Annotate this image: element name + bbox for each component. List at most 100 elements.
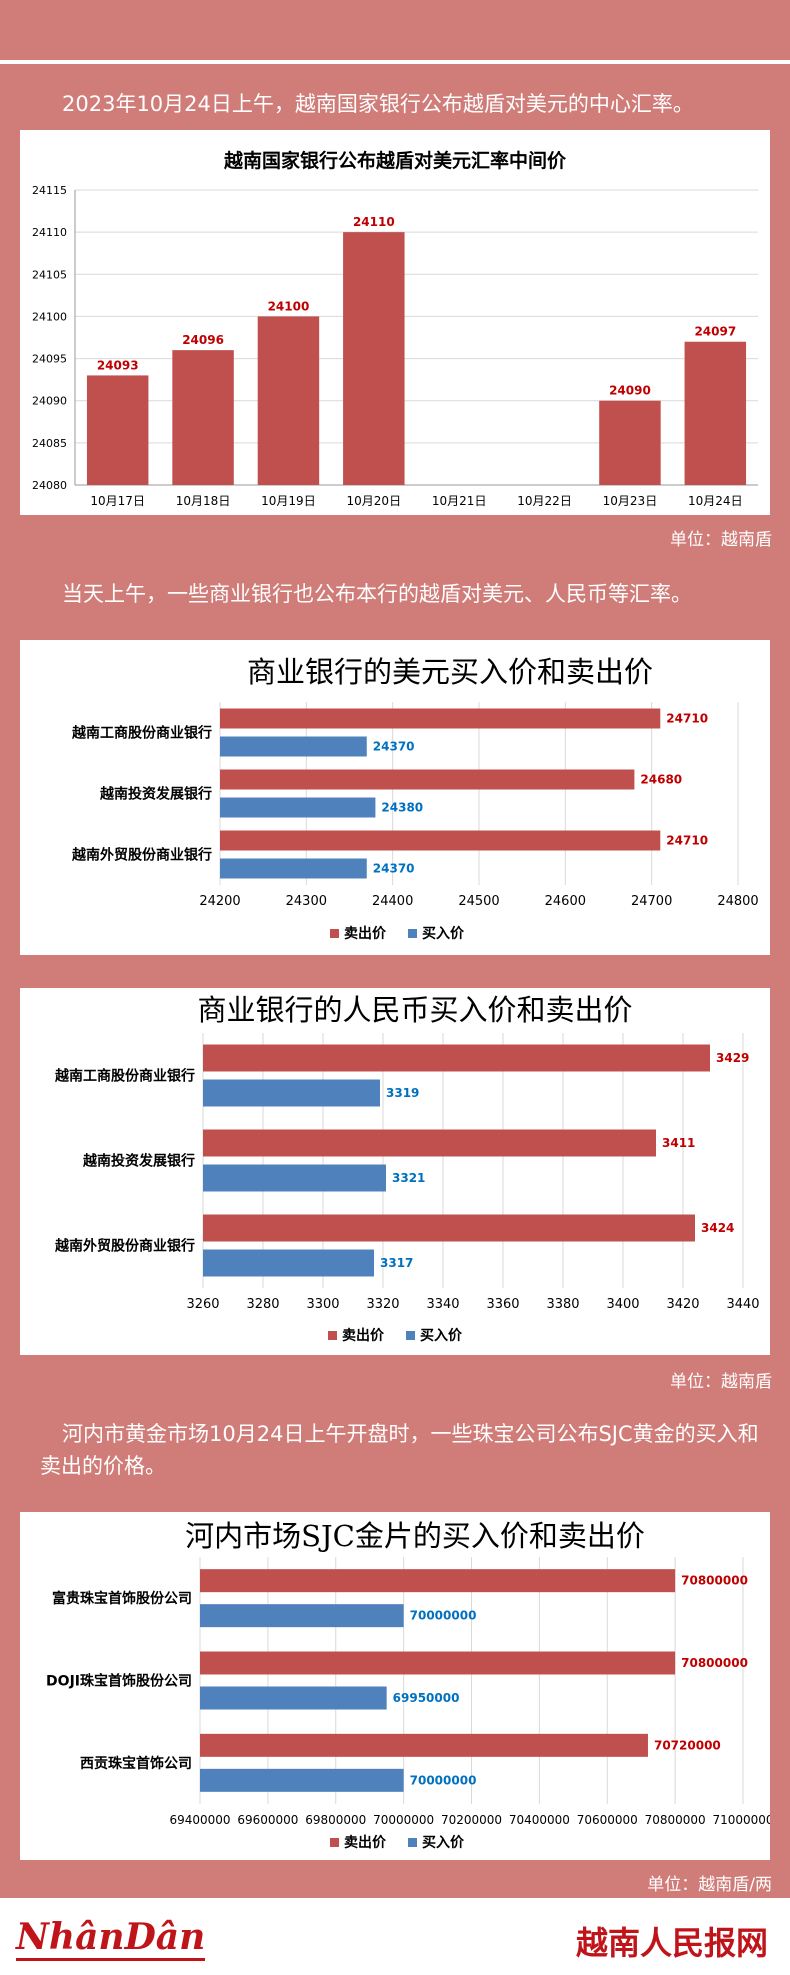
x-tick-label: 10月21日 bbox=[432, 494, 487, 508]
y-tick-label: 24110 bbox=[32, 226, 67, 239]
data-label: 24110 bbox=[353, 215, 395, 229]
category-label: 越南投资发展银行 bbox=[82, 1153, 195, 1170]
site-name: 越南人民报网 bbox=[575, 1924, 768, 1962]
legend-buy-swatch bbox=[406, 1331, 415, 1340]
data-label: 24093 bbox=[97, 358, 139, 372]
x-tick-label: 24500 bbox=[458, 894, 499, 909]
sell-bar bbox=[220, 708, 661, 729]
buy-bar bbox=[220, 797, 376, 818]
category-label: 富贵珠宝首饰股份公司 bbox=[52, 1590, 192, 1607]
footer: NhânDân 越南人民报网 bbox=[0, 1898, 790, 1975]
category-label: 越南外贸股份商业银行 bbox=[71, 847, 212, 864]
data-label: 24100 bbox=[268, 299, 310, 313]
buy-bar bbox=[200, 1768, 404, 1792]
data-label: 3411 bbox=[662, 1136, 695, 1150]
paragraph-3: 河内市黄金市场10月24日上午开盘时，一些珠宝公司公布SJC黄金的买入和卖出的价… bbox=[40, 1422, 759, 1478]
legend-sell-label: 卖出价 bbox=[344, 1834, 387, 1851]
x-tick-label: 3420 bbox=[666, 1297, 699, 1312]
bar bbox=[86, 375, 149, 485]
bar bbox=[599, 400, 661, 485]
x-tick-label: 10月24日 bbox=[688, 494, 743, 508]
x-tick-label: 69400000 bbox=[169, 1813, 230, 1827]
x-tick-label: 3260 bbox=[186, 1297, 219, 1312]
x-tick-label: 3380 bbox=[546, 1297, 579, 1312]
data-label: 3317 bbox=[380, 1256, 413, 1270]
chart-title: 越南国家银行公布越盾对美元汇率中间价 bbox=[223, 149, 567, 172]
legend-sell-swatch bbox=[330, 929, 339, 938]
bar bbox=[172, 350, 234, 485]
buy-bar bbox=[220, 736, 367, 757]
x-tick-label: 70400000 bbox=[509, 1813, 570, 1827]
legend-buy-swatch bbox=[408, 929, 417, 938]
x-tick-label: 24700 bbox=[631, 894, 672, 909]
bar bbox=[684, 341, 747, 485]
y-tick-label: 24090 bbox=[32, 395, 67, 408]
legend-buy-label: 买入价 bbox=[420, 1328, 463, 1344]
category-label: 越南工商股份商业银行 bbox=[54, 1068, 195, 1085]
bar bbox=[257, 316, 320, 485]
chart-panel-4: 河内市场SJC金片的买入价和卖出价 69400000 69600000 6980000… bbox=[20, 1512, 770, 1860]
chart-title: 商业银行的人民币买入价和卖出价 bbox=[197, 993, 632, 1027]
x-tick-label: 70200000 bbox=[441, 1813, 502, 1827]
y-tick-label: 24085 bbox=[32, 437, 67, 450]
chart-title: 河内市场SJC金片的买入价和卖出价 bbox=[185, 1519, 645, 1553]
sell-bar bbox=[203, 1129, 656, 1157]
paragraph-1: 2023年10月24日上午，越南国家银行公布越盾对美元的中心汇率。 bbox=[62, 92, 694, 116]
data-label: 24710 bbox=[666, 712, 708, 726]
data-label: 69950000 bbox=[393, 1691, 460, 1705]
usd-bank-chart: 商业银行的美元买入价和卖出价 24200 24300 24400 24500 24600 2… bbox=[71, 655, 759, 942]
data-label: 24090 bbox=[609, 384, 651, 398]
y-tick-label: 24095 bbox=[32, 353, 67, 366]
y-tick-label: 24115 bbox=[32, 184, 67, 197]
x-tick-label: 69600000 bbox=[237, 1813, 298, 1827]
central-rate-chart: 越南国家银行公布越盾对美元汇率中间价 24080 24085 24090 24095 24… bbox=[32, 149, 758, 508]
x-tick-label: 10月22日 bbox=[517, 494, 572, 508]
unit-label-2: 单位：越南盾 bbox=[670, 1372, 772, 1392]
x-tick-label: 24300 bbox=[286, 894, 327, 909]
legend-sell-label: 卖出价 bbox=[344, 925, 387, 942]
legend-sell-label: 卖出价 bbox=[342, 1327, 385, 1344]
paragraph-2: 当天上午，一些商业银行也公布本行的越盾对美元、人民币等汇率。 bbox=[62, 582, 692, 606]
unit-label-1: 单位：越南盾 bbox=[670, 530, 772, 550]
x-tick-label: 24400 bbox=[372, 894, 413, 909]
chart-title: 商业银行的美元买入价和卖出价 bbox=[247, 655, 653, 689]
category-label: 越南投资发展银行 bbox=[99, 786, 212, 803]
data-label: 3429 bbox=[716, 1051, 749, 1065]
y-tick-label: 24080 bbox=[32, 479, 67, 492]
data-label: 70800000 bbox=[681, 1656, 748, 1670]
buy-bar bbox=[200, 1686, 387, 1710]
data-label: 3321 bbox=[392, 1171, 425, 1185]
x-tick-label: 10月18日 bbox=[176, 494, 231, 508]
data-label: 70000000 bbox=[410, 1609, 477, 1623]
data-label: 70720000 bbox=[654, 1738, 721, 1752]
x-tick-label: 24800 bbox=[717, 894, 758, 909]
gold-price-chart: 河内市场SJC金片的买入价和卖出价 69400000 69600000 6980000… bbox=[46, 1519, 770, 1851]
top-divider bbox=[0, 60, 790, 64]
sell-bar bbox=[200, 1733, 648, 1757]
legend-buy-label: 买入价 bbox=[422, 1835, 465, 1851]
buy-bar bbox=[200, 1604, 404, 1628]
data-label: 24680 bbox=[640, 773, 682, 787]
x-tick-label: 3400 bbox=[606, 1297, 639, 1312]
chart-panel-3: 商业银行的人民币买入价和卖出价 3260 3280 3300 3320 3340 3360 3… bbox=[20, 988, 770, 1355]
x-tick-label: 71000000 bbox=[712, 1813, 770, 1827]
unit-label-3: 单位：越南盾/两 bbox=[647, 1875, 772, 1895]
x-tick-label: 3320 bbox=[366, 1297, 399, 1312]
buy-bar bbox=[203, 1249, 374, 1277]
data-label: 24370 bbox=[373, 740, 415, 754]
x-tick-label: 70600000 bbox=[577, 1813, 638, 1827]
data-label: 24370 bbox=[373, 862, 415, 876]
x-tick-label: 69800000 bbox=[305, 1813, 366, 1827]
legend-sell-swatch bbox=[328, 1331, 337, 1340]
cny-bank-chart: 商业银行的人民币买入价和卖出价 3260 3280 3300 3320 3340 3360 3… bbox=[54, 993, 760, 1344]
data-label: 24710 bbox=[666, 834, 708, 848]
category-label: DOJI珠宝首饰股份公司 bbox=[46, 1673, 192, 1690]
data-label: 24096 bbox=[182, 333, 224, 347]
buy-bar bbox=[203, 1164, 386, 1192]
x-tick-label: 24600 bbox=[545, 894, 586, 909]
sell-bar bbox=[203, 1044, 710, 1072]
chart-panel-2: 商业银行的美元买入价和卖出价 24200 24300 24400 24500 24600 2… bbox=[20, 640, 770, 955]
data-label: 24097 bbox=[694, 325, 736, 339]
x-tick-label: 3340 bbox=[426, 1297, 459, 1312]
buy-bar bbox=[220, 858, 367, 879]
